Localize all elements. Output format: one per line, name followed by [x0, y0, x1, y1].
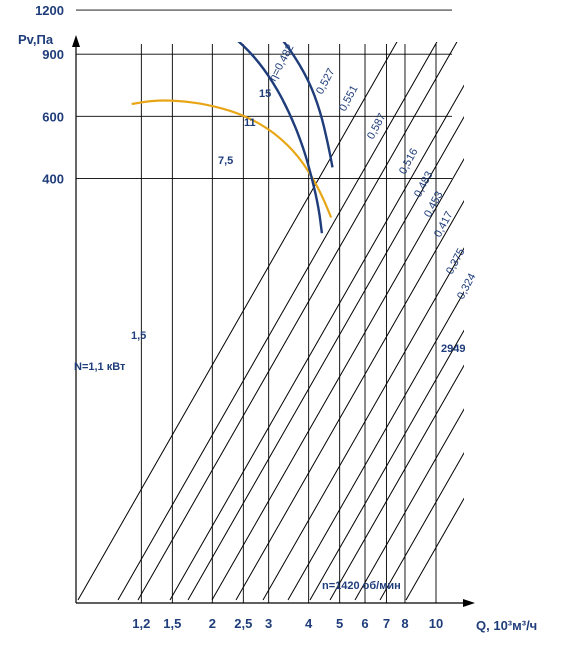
curve-label: N=1,1 кВт	[74, 361, 126, 373]
curve-label: 2949	[441, 343, 465, 355]
efficiency-line	[329, 364, 464, 601]
efficiency-line	[187, 115, 464, 601]
y-tick-label: 600	[42, 109, 64, 124]
x-axis-arrow	[463, 599, 475, 607]
efficiency-line	[287, 290, 464, 601]
y-axis-label: Pv,Па	[18, 32, 54, 47]
y-tick-label: 1200	[35, 3, 64, 18]
efficiency-line	[137, 42, 458, 601]
y-axis-arrow	[72, 35, 80, 47]
efficiency-line	[211, 157, 464, 601]
efficiency-lines	[77, 42, 464, 601]
x-axis-label: Q, 10³м³/ч	[476, 618, 537, 633]
x-tick-label: 2,5	[234, 616, 252, 631]
curve-labels: n=1420 об/мин 2949 N=1,1 кВт 1,5 7,5 11 15 η=0,…	[74, 42, 479, 592]
efficiency-label: 0,516	[397, 146, 421, 176]
efficiency-line	[309, 329, 464, 601]
efficiency-label: 0,551	[337, 83, 361, 113]
curve-label: 15	[259, 88, 271, 100]
x-tick-label: 3	[265, 616, 272, 631]
efficiency-line	[262, 247, 464, 601]
efficiency-label: 0,375	[444, 246, 468, 276]
tick-labels: 1,21,522,5345678104006009001200180024003…	[35, 3, 443, 631]
efficiency-line	[77, 42, 398, 601]
x-tick-label: 2	[209, 616, 216, 631]
x-tick-label: 6	[361, 616, 368, 631]
series-curve-3	[282, 42, 334, 168]
series-curve-4	[269, 0, 405, 38]
efficiency-label: 0,324	[455, 271, 479, 301]
x-tick-label: 5	[336, 616, 343, 631]
efficiency-line	[235, 199, 464, 601]
curve-label: 1,5	[131, 330, 146, 342]
x-tick-label: 8	[401, 616, 408, 631]
efficiency-label: η=0,482	[267, 42, 296, 83]
curve-label: n=1420 об/мин	[322, 580, 401, 592]
y-tick-label: 400	[42, 171, 64, 186]
curve-label: 11	[244, 117, 256, 129]
efficiency-line	[379, 451, 464, 601]
series-curve-2	[237, 42, 324, 234]
x-tick-label: 1,5	[163, 616, 181, 631]
curve-label: 7,5	[218, 155, 233, 167]
x-tick-label: 10	[429, 616, 443, 631]
efficiency-line	[354, 408, 464, 601]
efficiency-line	[405, 497, 464, 601]
efficiency-label: 0,527	[314, 66, 338, 96]
efficiency-line	[169, 84, 464, 601]
efficiency-line	[117, 42, 438, 601]
series-layer	[131, 0, 405, 234]
x-tick-label: 4	[305, 616, 313, 631]
x-tick-label: 7	[383, 616, 390, 631]
y-tick-label: 900	[42, 47, 64, 62]
x-tick-label: 1,2	[132, 616, 150, 631]
grid-lines	[76, 9, 452, 603]
